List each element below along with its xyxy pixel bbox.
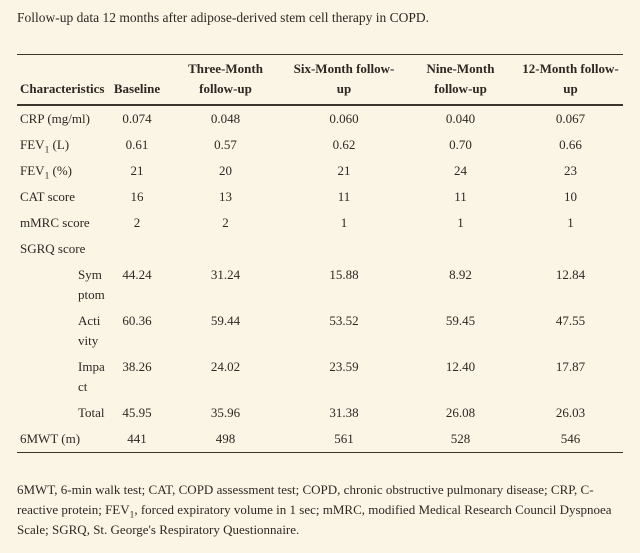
cell-value: 528	[450, 431, 471, 446]
cell-value: 44.24	[122, 267, 152, 282]
cell-value: 59.44	[210, 313, 241, 328]
table-row: FEV1 (%) 21 20 21 24 23	[17, 158, 623, 184]
cell-value: 1	[457, 215, 464, 230]
cell-value	[403, 236, 518, 262]
subscript-1: 1	[44, 145, 50, 156]
cell-value: 0.62	[332, 137, 356, 152]
row-sublabel-cell: Impa ct	[17, 354, 108, 400]
cell-value: 12.84	[555, 267, 586, 282]
row-sublabel: Sym ptom	[78, 267, 105, 302]
table-row: SGRQ score	[17, 236, 623, 262]
cell-value: 24	[454, 163, 467, 178]
cell-value: 24.02	[210, 359, 241, 374]
table-row: Impa ct 38.26 24.02 23.59 12.40 17.87	[17, 354, 623, 400]
cell-value: 0.060	[329, 111, 359, 126]
cell-value: 21	[130, 163, 144, 178]
cell-value	[518, 236, 623, 262]
cell-value: 498	[215, 431, 236, 446]
cell-value: 21	[337, 163, 351, 178]
cell-value: 45.95	[122, 405, 152, 420]
row-sublabel-cell: Sym ptom	[17, 262, 108, 308]
row-sublabel-cell: Acti vity	[17, 308, 108, 354]
cell-value: 26.03	[555, 405, 586, 420]
cell-value: 0.040	[445, 111, 476, 126]
table-row: mMRC score 2 2 1 1 1	[17, 210, 623, 236]
cell-value: 2	[133, 215, 141, 230]
cell-value: 38.26	[122, 359, 152, 374]
cell-value: 0.067	[555, 111, 586, 126]
cell-value	[108, 236, 166, 262]
column-header: Nine-Month follow-up	[403, 54, 518, 106]
cell-value: 23	[564, 163, 577, 178]
table-row: 6MWT (m) 441 498 561 528 546	[17, 426, 623, 453]
column-header: Characteristics	[17, 54, 108, 106]
row-sublabel: Impa ct	[78, 359, 105, 394]
cell-value: 59.45	[445, 313, 476, 328]
cell-value	[285, 236, 403, 262]
cell-value: 0.61	[125, 137, 149, 152]
row-sublabel: Acti vity	[78, 313, 101, 348]
column-header: Three-Month follow-up	[166, 54, 285, 106]
cell-value: 35.96	[210, 405, 241, 420]
cell-value: 17.87	[555, 359, 586, 374]
table-caption: Follow-up data 12 months after adipose-d…	[17, 10, 430, 25]
cell-value: 15.88	[329, 267, 359, 282]
row-label-cell: CRP (mg/ml)	[20, 111, 90, 126]
table-footnote: 6MWT, 6-min walk test; CAT, COPD assessm…	[17, 482, 612, 537]
column-header: 12-Month follow- up	[518, 54, 623, 106]
cell-value: 11	[337, 189, 351, 204]
cell-value: 0.66	[559, 137, 582, 152]
cell-value: 1	[567, 215, 574, 230]
table-row: Sym ptom 44.24 31.24 15.88 8.92 12.84	[17, 262, 623, 308]
cell-value: 0.57	[214, 137, 237, 152]
cell-value: 546	[560, 431, 581, 446]
cell-value: 31.24	[210, 267, 241, 282]
cell-value: 12.40	[445, 359, 476, 374]
cell-value: 561	[334, 431, 354, 446]
table-header: Characteristics Baseline Three-Month follo…	[17, 54, 623, 106]
cell-value: 53.52	[329, 313, 359, 328]
row-label-cell: SGRQ score	[20, 241, 86, 256]
cell-value: 47.55	[555, 313, 586, 328]
cell-value: 11	[454, 189, 467, 204]
column-header: Six-Month follow- up	[285, 54, 403, 106]
row-label-cell: FEV1 (L)	[20, 137, 70, 156]
cell-value: 13	[219, 189, 232, 204]
cell-value: 23.59	[329, 359, 359, 374]
table-row: Acti vity 60.36 59.44 53.52 59.45 47.55	[17, 308, 623, 354]
cell-value: 20	[219, 163, 232, 178]
row-sublabel: Total	[78, 405, 105, 420]
cell-value: 8.92	[449, 267, 472, 282]
cell-value: 26.08	[445, 405, 476, 420]
table-row: CAT score 16 13 11 11 10	[17, 184, 623, 210]
subscript-1: 1	[129, 510, 135, 521]
cell-value	[166, 236, 285, 262]
cell-value: 1	[340, 215, 348, 230]
table-row: Total 45.95 35.96 31.38 26.08 26.03	[17, 400, 623, 426]
cell-value: 31.38	[329, 405, 359, 420]
cell-value: 0.048	[210, 111, 241, 126]
table-row: FEV1 (L) 0.61 0.57 0.62 0.70 0.66	[17, 132, 623, 158]
table-body: CRP (mg/ml) 0.074 0.048 0.060 0.040 0.067 FEV1…	[17, 105, 623, 453]
row-label-cell: FEV1 (%)	[20, 163, 72, 182]
row-label-cell: mMRC score	[20, 215, 90, 230]
cell-value: 10	[564, 189, 577, 204]
column-header: Baseline	[108, 54, 166, 106]
cell-value: 16	[130, 189, 144, 204]
cell-value: 0.074	[122, 111, 152, 126]
subscript-1: 1	[44, 171, 50, 182]
table-row: CRP (mg/ml) 0.074 0.048 0.060 0.040 0.067	[17, 105, 623, 132]
cell-value: 2	[222, 215, 229, 230]
cell-value: 60.36	[122, 313, 152, 328]
row-sublabel-cell: Total	[17, 400, 108, 426]
cell-value: 0.70	[449, 137, 472, 152]
row-label-cell: CAT score	[20, 189, 76, 204]
row-label-cell: 6MWT (m)	[20, 431, 81, 446]
cell-value: 441	[127, 431, 147, 446]
followup-data-table: Characteristics Baseline Three-Month follo…	[17, 54, 623, 453]
header-row: Characteristics Baseline Three-Month follo…	[17, 54, 623, 106]
page: Follow-up data 12 months after adipose-d…	[17, 10, 623, 537]
